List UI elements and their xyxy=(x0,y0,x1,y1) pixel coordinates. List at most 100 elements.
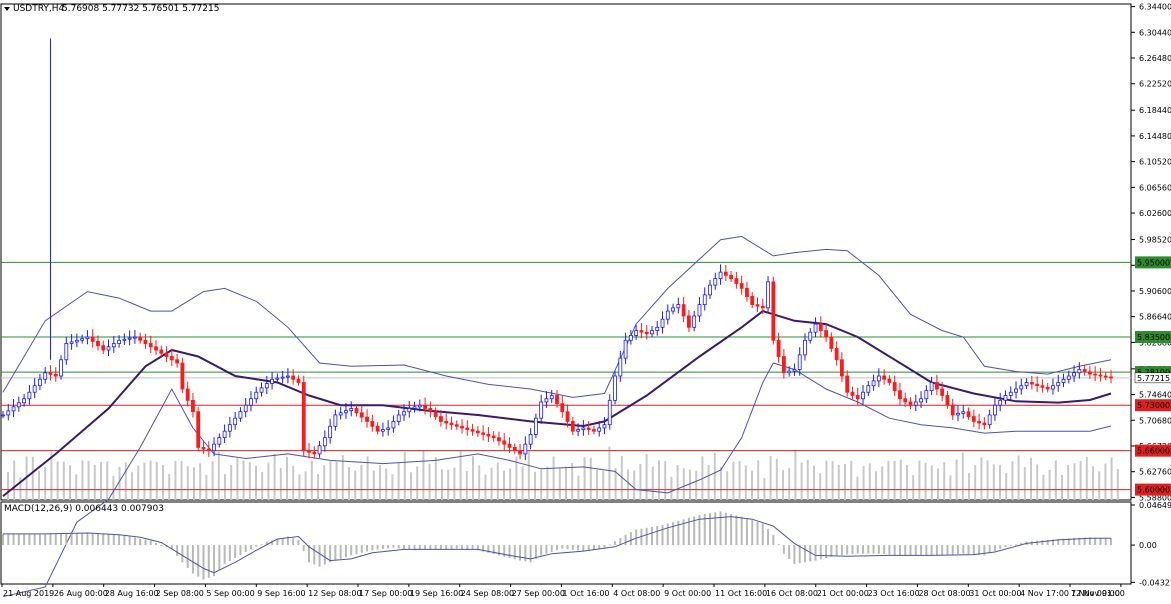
macd-histogram-bar xyxy=(513,545,516,560)
volume-bar xyxy=(552,456,555,500)
candle-body xyxy=(618,357,623,377)
triangle-down-icon[interactable] xyxy=(4,7,10,11)
macd-histogram-bar xyxy=(155,542,158,546)
price-tick-label: 6.34400 xyxy=(1139,3,1171,12)
candle-body xyxy=(692,315,697,328)
candle-body xyxy=(1,414,5,417)
volume-bar xyxy=(385,468,388,500)
macd-histogram-bar xyxy=(197,545,200,577)
candle-body xyxy=(169,356,174,361)
candle-body xyxy=(708,284,712,296)
volume-bar xyxy=(509,468,512,500)
macd-histogram-bar xyxy=(693,516,696,546)
time-axis-label: 28 Aug 16:00 xyxy=(105,589,159,598)
volume-bar xyxy=(335,461,338,500)
macd-histogram-bar xyxy=(893,545,896,556)
candle-body xyxy=(454,424,459,427)
time-axis-label: 27 Sep 00:00 xyxy=(512,589,565,598)
candle-body xyxy=(850,391,855,396)
candle-body xyxy=(1066,375,1071,380)
macd-histogram-bar xyxy=(408,545,411,550)
macd-histogram-bar xyxy=(112,534,115,546)
volume-bar xyxy=(651,466,654,500)
candle-body xyxy=(1003,395,1008,401)
time-axis-label: 2 Sep 08:00 xyxy=(156,589,204,598)
macd-histogram-bar xyxy=(450,545,453,549)
macd-histogram-bar xyxy=(33,533,36,546)
volume-bar xyxy=(230,465,233,500)
macd-histogram-bar xyxy=(75,533,78,546)
candle-body xyxy=(512,447,517,452)
macd-histogram-bar xyxy=(603,545,606,548)
candle-body xyxy=(1051,385,1055,390)
candle-body xyxy=(328,425,333,439)
price-tick-label: 5.58800 xyxy=(1139,493,1171,502)
volume-bar xyxy=(38,470,40,500)
volume-bar xyxy=(844,463,846,500)
volume-bar xyxy=(1054,460,1057,500)
volume-bar xyxy=(1011,461,1014,500)
candle-body xyxy=(1056,382,1061,387)
macd-histogram-bar xyxy=(645,527,648,546)
candle-body xyxy=(792,369,797,372)
volume-bar xyxy=(751,470,753,500)
macd-histogram-bar xyxy=(703,514,706,546)
candle-body xyxy=(655,326,660,331)
macd-histogram-bar xyxy=(719,511,722,546)
candle-body xyxy=(898,390,902,400)
volume-bar xyxy=(639,463,642,500)
candle-body xyxy=(164,352,169,357)
volume-bar xyxy=(986,460,989,500)
macd-histogram-bar xyxy=(323,545,326,565)
macd-histogram-bar xyxy=(202,545,205,580)
candle-body xyxy=(143,339,148,344)
candle-body xyxy=(196,411,201,448)
volume-bar xyxy=(56,461,59,500)
macd-histogram-bar xyxy=(761,523,764,546)
candle-body xyxy=(59,359,63,377)
candle-body xyxy=(475,430,480,434)
candle-body xyxy=(396,414,401,422)
candle-body xyxy=(423,404,427,409)
macd-histogram-bar xyxy=(487,545,490,553)
candle-body xyxy=(64,343,69,361)
volume-bar xyxy=(44,467,47,500)
candle-body xyxy=(391,421,396,429)
candle-body xyxy=(533,417,538,435)
macd-histogram-bar xyxy=(471,545,474,550)
macd-histogram-bar xyxy=(661,524,664,546)
volume-bar xyxy=(899,459,902,500)
macd-histogram-bar xyxy=(497,545,500,556)
candle-body xyxy=(375,425,380,432)
macd-histogram-bar xyxy=(439,545,442,550)
volume-bar xyxy=(112,475,115,500)
volume-bar xyxy=(608,446,611,500)
macd-histogram-bar xyxy=(360,545,363,553)
candle-body xyxy=(560,403,565,413)
macd-histogram-bar xyxy=(255,545,258,547)
macd-histogram-bar xyxy=(102,533,105,546)
volume-bar xyxy=(19,477,22,500)
candle-body xyxy=(38,378,42,387)
macd-histogram-bar xyxy=(650,526,653,546)
time-axis-label: 9 Oct 00:00 xyxy=(664,589,711,598)
macd-histogram-bar xyxy=(819,545,822,560)
macd-histogram-bar xyxy=(344,545,347,558)
macd-histogram-bar xyxy=(587,545,590,551)
macd-histogram-bar xyxy=(297,539,300,546)
macd-histogram-bar xyxy=(767,529,770,546)
candle-body xyxy=(592,429,596,432)
volume-bar xyxy=(304,471,307,500)
macd-histogram-bar xyxy=(856,545,859,554)
macd-histogram-bar xyxy=(735,515,738,546)
time-axis-label: 21 Oct 00:00 xyxy=(817,589,869,598)
macd-histogram-bar xyxy=(38,533,41,546)
macd-histogram-bar xyxy=(1009,545,1012,547)
macd-tick-label: -0.043212 xyxy=(1139,578,1171,587)
volume-bar xyxy=(1073,463,1076,500)
volume-bar xyxy=(627,469,629,500)
macd-histogram-bar xyxy=(418,545,421,551)
volume-bar xyxy=(1079,460,1082,500)
